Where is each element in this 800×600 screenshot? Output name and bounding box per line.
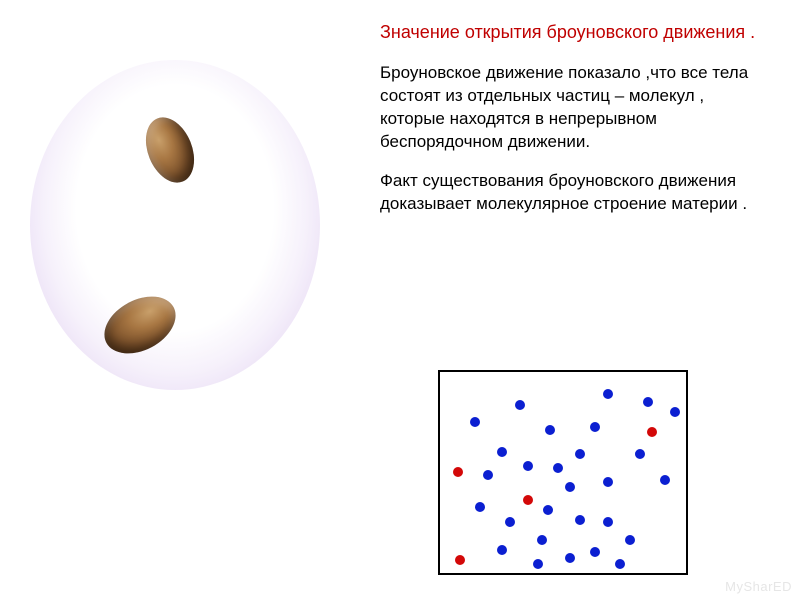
paragraph-1: Броуновское движение показало ,что все т… xyxy=(380,62,770,154)
molecule-dot xyxy=(543,505,553,515)
slide-container: Значение открытия броуновского движения … xyxy=(0,0,800,600)
brownian-dot xyxy=(523,495,533,505)
molecule-dot xyxy=(670,407,680,417)
molecule-dot xyxy=(603,389,613,399)
brownian-dot xyxy=(455,555,465,565)
molecule-dot xyxy=(590,422,600,432)
molecule-dot xyxy=(470,417,480,427)
molecule-dot xyxy=(553,463,563,473)
molecule-dot xyxy=(660,475,670,485)
molecule-dot xyxy=(523,461,533,471)
molecule-dot xyxy=(635,449,645,459)
slide-title: Значение открытия броуновского движения … xyxy=(380,20,770,44)
molecule-dot xyxy=(483,470,493,480)
paragraph-2: Факт существования броуновского движения… xyxy=(380,170,770,216)
brownian-dot xyxy=(453,467,463,477)
molecule-dot xyxy=(497,447,507,457)
molecule-dot xyxy=(643,397,653,407)
molecule-dot xyxy=(565,553,575,563)
molecule-dot xyxy=(475,502,485,512)
ellipse-diagram xyxy=(20,60,340,400)
molecule-dot xyxy=(565,482,575,492)
molecule-dot xyxy=(615,559,625,569)
molecule-dot xyxy=(515,400,525,410)
molecule-dot xyxy=(575,515,585,525)
brownian-dot xyxy=(647,427,657,437)
molecule-dot xyxy=(545,425,555,435)
molecule-dot xyxy=(533,559,543,569)
molecule-dot xyxy=(497,545,507,555)
ellipse-background xyxy=(30,60,320,390)
watermark-text: MySharED xyxy=(725,579,792,594)
molecule-dot xyxy=(603,517,613,527)
molecule-dot xyxy=(603,477,613,487)
scatter-box xyxy=(438,370,688,575)
molecule-dot xyxy=(575,449,585,459)
molecule-dot xyxy=(625,535,635,545)
left-column xyxy=(0,0,370,600)
molecule-dot xyxy=(537,535,547,545)
molecule-dot xyxy=(590,547,600,557)
molecule-dot xyxy=(505,517,515,527)
